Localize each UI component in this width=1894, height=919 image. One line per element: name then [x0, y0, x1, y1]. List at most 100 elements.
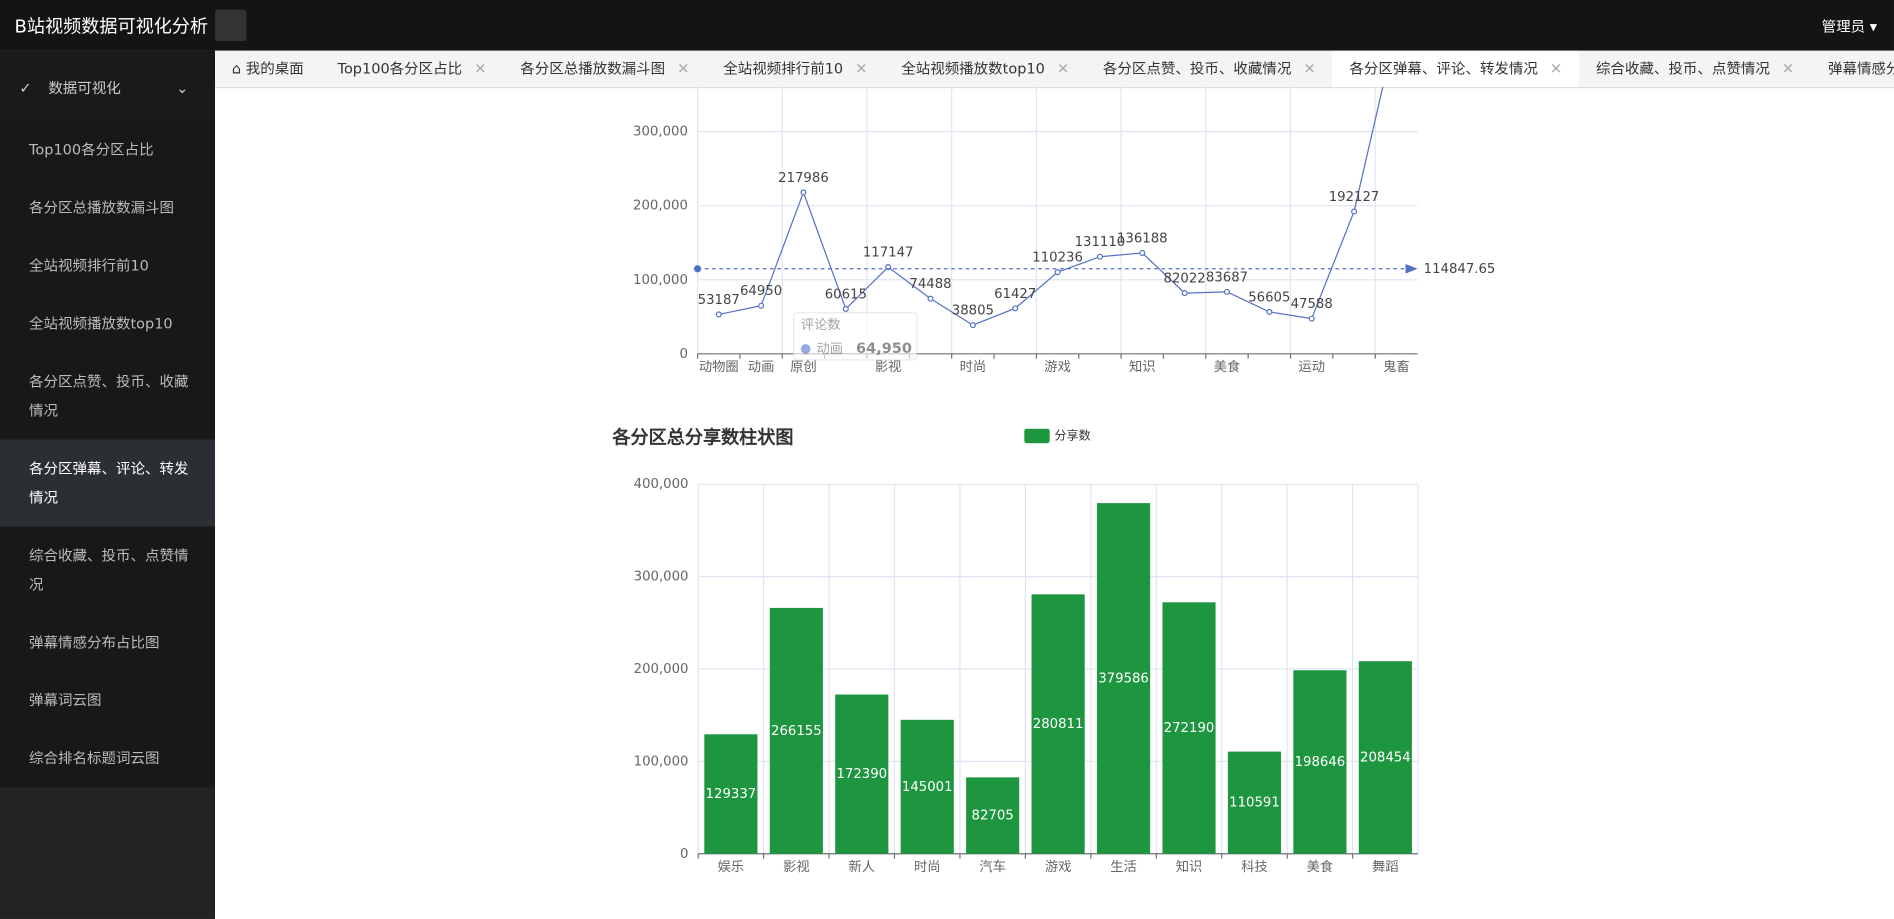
tooltip-value: 64,950	[856, 341, 912, 357]
tab-close[interactable]: ✕	[855, 60, 868, 78]
point	[1266, 308, 1273, 315]
tab-label: Top100各分区占比	[337, 60, 463, 78]
data-label: 82022	[1164, 272, 1206, 287]
x-tick-label: 美食	[1214, 358, 1241, 375]
data-label: 145001	[902, 780, 953, 795]
tab[interactable]: 各分区总播放数漏斗图 ✕	[503, 51, 706, 87]
data-label: 117147	[863, 246, 914, 261]
point	[758, 302, 765, 309]
data-label: 47588	[1291, 297, 1333, 312]
x-tick-label: 影视	[783, 859, 810, 875]
home-icon: ⌂	[231, 60, 246, 78]
tab-close[interactable]: ✕	[1303, 60, 1316, 78]
point	[1139, 249, 1146, 256]
point	[1223, 288, 1231, 295]
tab[interactable]: Top100各分区占比 ✕	[321, 51, 504, 87]
tab[interactable]: 综合收藏、投币、点赞情况 ✕	[1579, 51, 1811, 87]
data-label: 53187	[698, 293, 740, 308]
menu-item[interactable]: 各分区总播放数漏斗图	[28, 199, 174, 217]
bar	[1293, 670, 1347, 854]
data-label: 82705	[972, 809, 1014, 824]
content: 0 100,000 200,000 300,000 动物圈 动画 原创 影视 时尚 游戏 知识 美食运…	[215, 86, 1894, 919]
x-tick-label: 舞蹈	[1372, 859, 1399, 875]
data-label: 64950	[740, 284, 782, 299]
tab-label: 全站视频播放数top10	[901, 60, 1045, 78]
tooltip-title: 评论数	[801, 317, 841, 333]
data-label: 272190	[1164, 721, 1215, 736]
tab-close[interactable]: ✕	[474, 60, 487, 78]
bar	[1227, 751, 1282, 854]
tab-close[interactable]: ✕	[1781, 60, 1795, 78]
data-label: 198646	[1295, 755, 1346, 770]
menu-item[interactable]: 全站视频排行前10	[28, 257, 149, 275]
app-title: B站视频数据可视化分析	[14, 15, 209, 38]
charts: 0100,000200,000300,000动物圈 动画 原创 影视 时尚 游戏 知识 美食运…	[611, 86, 1496, 875]
tab-label: 我的桌面	[245, 60, 304, 78]
user-name: 管理员	[1821, 18, 1866, 36]
tab[interactable]: 全站视频播放数top10 ✕	[884, 51, 1086, 87]
data-label: 379586	[1098, 671, 1149, 686]
menu-item[interactable]: 综合排名标题词云图	[28, 749, 160, 767]
menu-item[interactable]: 全站视频播放数top10	[28, 315, 173, 333]
mark-line-arrow	[1405, 263, 1418, 274]
chart-title: 各分区总分享数柱状图	[611, 426, 793, 448]
y-tick-label: 300,000	[634, 570, 689, 585]
y-tick-label: 100,000	[634, 754, 689, 769]
menu-item[interactable]: Top100各分区占比	[28, 141, 154, 159]
x-tick-label: 知识	[1129, 358, 1156, 375]
mark-line-label: 114847.65	[1424, 262, 1496, 277]
x-tick-label: 美食	[1307, 858, 1334, 875]
legend-label: 分享数	[1054, 427, 1090, 442]
x-tick-label: 娱乐	[718, 859, 745, 875]
x-tick-label: 游戏	[1044, 359, 1071, 375]
user-menu[interactable]: 管理员 ▾	[1821, 18, 1878, 36]
tab[interactable]: 各分区点赞、投币、收藏情况 ✕	[1086, 51, 1333, 87]
data-label: 129337	[706, 787, 757, 802]
menu-item[interactable]: 弹幕情感分布占比图	[28, 633, 160, 651]
x-tick-label: 动画	[748, 359, 775, 375]
menu-group[interactable]: ✓ 数据可视化 ⌄	[0, 50, 216, 121]
mark-line-start	[693, 265, 702, 273]
menu-button[interactable]	[215, 9, 247, 42]
tooltip-dot	[800, 344, 811, 354]
data-label: 192127	[1329, 190, 1380, 205]
tab-bar: ⌂ 我的桌面 Top100各分区占比 ✕ 各分区总播放数漏斗图 ✕ 全站视频排行前10 ✕ 全…	[215, 50, 1894, 89]
data-label: 172390	[836, 767, 887, 782]
point	[1351, 208, 1358, 215]
menu-item[interactable]: 弹幕词云图	[28, 691, 102, 709]
tab-close[interactable]: ✕	[1056, 60, 1070, 78]
data-label: 208454	[1360, 750, 1411, 765]
bar	[966, 777, 1020, 854]
x-tick-label: 动物圈	[699, 359, 739, 375]
data-label: 131110	[1075, 235, 1126, 250]
tab-label: 各分区弹幕、评论、转发情况	[1349, 60, 1538, 78]
data-label: 61427	[994, 287, 1036, 302]
menu-group-label: 数据可视化	[48, 79, 121, 97]
x-tick-label: 汽车	[979, 858, 1006, 875]
x-tick-label: 运动	[1298, 359, 1325, 375]
x-tick-label: 科技	[1241, 859, 1268, 875]
menu-item[interactable]: 各分区点赞、投币、收藏情况	[28, 373, 189, 420]
top-bar: B站视频数据可视化分析 管理员 ▾	[0, 0, 1894, 51]
tab[interactable]: 各分区弹幕、评论、转发情况 ✕	[1332, 50, 1580, 87]
tab[interactable]: ⌂ 我的桌面	[215, 51, 321, 87]
bar	[1358, 661, 1412, 854]
sidebar: ✓ 数据可视化 ⌄ Top100各分区占比各分区总播放数漏斗图 全站视频排行前10 全站…	[0, 50, 216, 919]
tab-close[interactable]: ✕	[1549, 60, 1563, 78]
menu-item[interactable]: 各分区弹幕、评论、转发情况	[0, 439, 216, 527]
tab[interactable]: 全站视频排行前10 ✕	[706, 51, 884, 87]
y-tick-label: 300,000	[633, 125, 688, 140]
bar	[1096, 503, 1151, 854]
x-tick-label: 生活	[1110, 859, 1137, 875]
tab[interactable]: 弹幕情感分布占比✕	[1811, 51, 1894, 87]
tooltip-category: 动画	[817, 341, 844, 357]
menu-item[interactable]: 综合收藏、投币、点赞情况	[28, 547, 189, 593]
x-tick-label: 鬼畜	[1383, 359, 1410, 375]
point	[969, 322, 976, 329]
x-tick-label: 游戏	[1045, 859, 1072, 875]
data-label: 136188	[1117, 231, 1168, 246]
point	[1181, 290, 1188, 297]
tab-close[interactable]: ✕	[677, 60, 690, 78]
y-tick-label: 400,000	[634, 477, 689, 492]
y-tick-label: 200,000	[634, 662, 689, 677]
